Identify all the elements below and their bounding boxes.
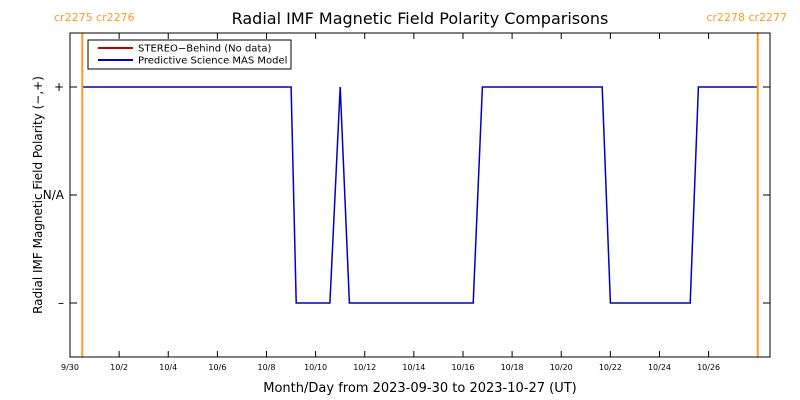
x-tick-label: 10/22	[599, 363, 622, 372]
legend-label-model: Predictive Science MAS Model	[138, 56, 287, 67]
plot-marks	[69, 33, 770, 357]
x-tick-label: 10/2	[110, 363, 128, 372]
x-tick-label: 10/6	[208, 363, 226, 372]
y-tick-label: +	[54, 80, 64, 94]
x-tick-label: 9/30	[61, 363, 79, 372]
legend-box	[87, 39, 292, 70]
legend: STEREO−Behind (No data) Predictive Scien…	[87, 39, 292, 70]
x-tick-label: 10/18	[501, 363, 524, 372]
legend-label-stereo: STEREO−Behind (No data)	[138, 44, 271, 55]
x-tick-label: 10/24	[648, 363, 671, 372]
x-tick-label: 10/26	[697, 363, 720, 372]
y-tick-label: N/A	[43, 188, 65, 202]
y-axis-label: Radial IMF Magnetic Field Polarity (−,+)	[31, 76, 45, 314]
x-tick-label: 10/8	[258, 363, 276, 372]
plot-frame	[69, 32, 771, 358]
x-tick-label: 10/20	[550, 363, 573, 372]
carrington-label: cr2275 cr2276	[54, 11, 135, 24]
y-tick-label: –	[58, 296, 64, 310]
series-line-model	[82, 86, 758, 304]
x-tick-label: 10/14	[402, 363, 425, 372]
x-tick-label: 10/12	[353, 363, 376, 372]
x-axis-label: Month/Day from 2023-09-30 to 2023-10-27 …	[263, 381, 576, 396]
chart-title: Radial IMF Magnetic Field Polarity Compa…	[232, 9, 609, 28]
carrington-label: cr2278 cr2277	[706, 11, 787, 24]
x-tick-label: 10/16	[451, 363, 474, 372]
x-tick-label: 10/10	[304, 363, 327, 372]
x-tick-label: 10/4	[159, 363, 177, 372]
